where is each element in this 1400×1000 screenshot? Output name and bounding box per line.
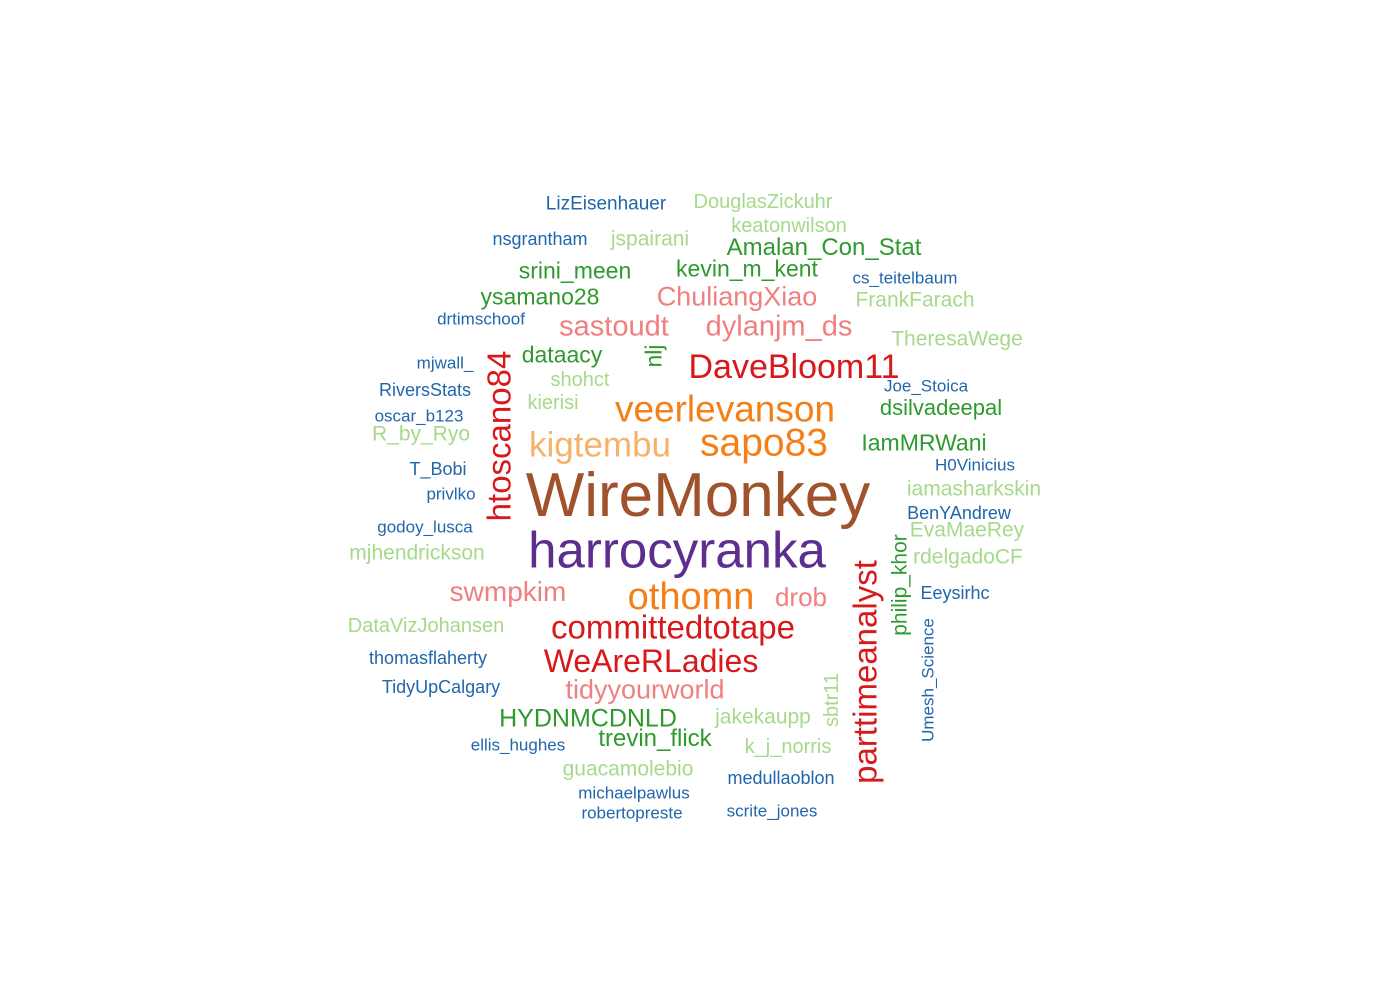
word-harrocyranka: harrocyranka <box>528 521 826 579</box>
word-othomn: othomn <box>627 576 755 618</box>
word-sapo83: sapo83 <box>700 421 828 465</box>
word-chuliangxiao: ChuliangXiao <box>656 281 818 312</box>
word-ellis-hughes: ellis_hughes <box>470 735 566 755</box>
word-lizeisenhauer: LizEisenhauer <box>545 193 667 215</box>
word-rdelgadocf: rdelgadoCF <box>913 545 1023 569</box>
word-mjhendrickson: mjhendrickson <box>349 541 485 565</box>
word-scrite-jones: scrite_jones <box>726 801 818 821</box>
word-hydnmcdnld: HYDNMCDNLD <box>499 704 677 733</box>
word-davebloom11: DaveBloom11 <box>688 348 900 386</box>
word-dataacy: dataacy <box>521 341 603 368</box>
word-theresawege: TheresaWege <box>891 327 1023 351</box>
word-drtimschoof: drtimschoof <box>437 309 525 329</box>
word-wiremonkey: WireMonkey <box>525 461 871 530</box>
word-iammrwani: IamMRWani <box>861 429 987 456</box>
word-dylanjm-ds: dylanjm_ds <box>705 310 853 343</box>
word-kierisi: kierisi <box>527 392 579 414</box>
word-riversstats: RiversStats <box>378 380 472 400</box>
word-nlj: nlj <box>640 344 667 368</box>
word-keatonwilson: keatonwilson <box>731 215 847 237</box>
word-parttimeanalyst: parttimeanalyst <box>846 560 884 784</box>
word-swmpkim: swmpkim <box>449 576 567 607</box>
word-tidyyourworld: tidyyourworld <box>565 674 725 705</box>
word-thomasflaherty: thomasflaherty <box>368 648 488 668</box>
word-srini-meen: srini_meen <box>518 257 632 284</box>
word-privlko: privlko <box>426 484 476 504</box>
word-benyandrew: BenYAndrew <box>907 503 1011 523</box>
word-shohct: shohct <box>550 369 610 391</box>
word-iamasharkskin: iamasharkskin <box>906 477 1042 501</box>
word-jakekaupp: jakekaupp <box>715 705 811 729</box>
word-wearerladies: WeAreRLadies <box>543 643 759 679</box>
word-philip-khor: philip_khor <box>888 534 912 636</box>
word-tidyupcalgary: TidyUpCalgary <box>381 677 501 697</box>
word-michaelpawlus: michaelpawlus <box>578 783 690 803</box>
word-robertopreste: robertopreste <box>581 803 683 823</box>
word-cs-teitelbaum: cs_teitelbaum <box>852 268 958 288</box>
word-committedtotape: committedtotape <box>551 608 795 646</box>
word-datavizjohansen: DataVizJohansen <box>347 615 505 637</box>
word-trevin-flick: trevin_flick <box>598 725 712 752</box>
word-sbtr11: sbtr11 <box>821 672 843 728</box>
word-r-by-ryo: R_by_Ryo <box>371 422 471 446</box>
word-godoy-lusca: godoy_lusca <box>377 517 473 537</box>
word-k-j-norris: k_j_norris <box>744 736 832 758</box>
word-sastoudt: sastoudt <box>559 310 669 343</box>
word-medullaoblon: medullaoblon <box>727 768 835 788</box>
word-oscar-b123: oscar_b123 <box>374 406 464 426</box>
word-evamaerey: EvaMaeRey <box>909 518 1025 542</box>
word-guacamolebio: guacamolebio <box>562 757 694 781</box>
word-h0vinicius: H0Vinicius <box>934 455 1016 475</box>
word-eeysirhc: Eeysirhc <box>920 583 990 603</box>
word-ysamano28: ysamano28 <box>480 283 600 310</box>
word-kevin-m-kent: kevin_m_kent <box>676 255 818 282</box>
word-drob: drob <box>774 582 828 612</box>
word-douglaszickuhr: DouglasZickuhr <box>693 191 833 213</box>
word-mjwall-: mjwall_ <box>416 353 474 373</box>
word-joe-stoica: Joe_Stoica <box>883 376 969 396</box>
word-umesh-science: Umesh_Science <box>918 618 938 742</box>
word-frankfarach: FrankFarach <box>855 288 975 312</box>
word-amalan-con-stat: Amalan_Con_Stat <box>726 234 922 261</box>
word-jspairani: jspairani <box>610 227 690 251</box>
word-nsgrantham: nsgrantham <box>492 229 588 249</box>
word-dsilvadeepal: dsilvadeepal <box>879 395 1003 420</box>
word-htoscano84: htoscano84 <box>480 350 518 522</box>
word-t-bobi: T_Bobi <box>409 459 467 479</box>
word-veerlevanson: veerlevanson <box>614 388 836 430</box>
word-kigtembu: kigtembu <box>528 425 672 465</box>
